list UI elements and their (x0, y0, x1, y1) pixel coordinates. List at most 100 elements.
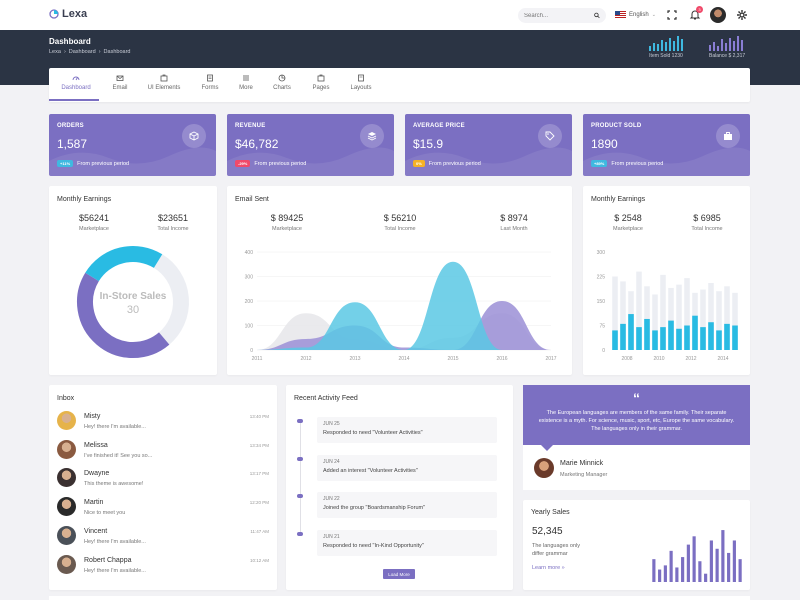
load-more-button[interactable]: Load More (383, 569, 415, 579)
logo[interactable]: Lexa (49, 8, 87, 20)
stat-badge: +11% (57, 160, 74, 167)
gear-icon[interactable] (736, 9, 748, 21)
inbox-item[interactable]: Melissa I've finished it! See you so... 13… (57, 439, 269, 468)
mini-bar (653, 42, 655, 51)
breadcrumb-item[interactable]: Lexa (49, 49, 61, 55)
mini-bar (661, 39, 663, 51)
kpi-marketplace: $ 2548 Marketplace (605, 213, 651, 232)
y-tick-label: 200 (245, 299, 254, 305)
stat-title: REVENUE (235, 123, 266, 129)
avatar (57, 525, 76, 545)
inbox-item[interactable]: Dwayne This theme is awesome! 13:17 PM (57, 468, 269, 496)
fullscreen-icon[interactable] (666, 9, 678, 21)
feed-text: Responded to need "Volunteer Activities" (323, 430, 423, 436)
mini-bar (741, 39, 743, 51)
bar (709, 540, 713, 582)
y-tick-label: 300 (597, 250, 606, 256)
mini-bar (649, 45, 651, 51)
stat-foot-text: From previous period (611, 160, 664, 167)
y-tick-label: 75 (599, 324, 605, 330)
language-selector[interactable]: English ⌄ (615, 11, 656, 18)
breadcrumb-item[interactable]: Dashboard (68, 49, 96, 55)
avatar (57, 411, 76, 430)
kpi-label: Total Income (691, 226, 723, 232)
forms-icon (207, 74, 213, 82)
inbox-preview: Nice to meet you (84, 510, 126, 517)
stat-icon-wrap (538, 124, 562, 148)
inbox-preview: Hey! there I'm available... (84, 538, 146, 545)
kpi-value: $ 8974 (500, 213, 528, 223)
stat-title: ORDERS (57, 123, 84, 129)
nav-item-layouts[interactable]: Layouts (348, 74, 374, 91)
bar (686, 544, 690, 582)
inbox-item[interactable]: Vincent Hey! there I'm available... 11:47 … (57, 525, 269, 554)
kpi-value: $56241 (78, 213, 110, 223)
donut-slice (77, 272, 170, 358)
nav-item-charts[interactable]: Charts (271, 74, 293, 91)
bar (681, 557, 685, 582)
nav-label: Forms (201, 85, 219, 91)
stat-badge: +89% (591, 160, 608, 167)
card-wave-decoration (49, 147, 216, 176)
inbox-item[interactable]: Misty Hey! there I'm available... 13:40 PM (57, 411, 269, 439)
inbox-time: 10:12 AM (249, 557, 269, 563)
nav-label: Dashboard (61, 85, 91, 91)
bar (708, 283, 714, 350)
mini-bar (681, 39, 683, 51)
breadcrumb-item: Dashboard (103, 49, 131, 55)
yearly-bar-chart (652, 530, 742, 582)
bar (620, 281, 626, 350)
nav-item-forms[interactable]: Forms (199, 74, 221, 91)
nav-item-ui-elements[interactable]: UI Elements (145, 74, 183, 91)
monthly-earnings-card: Monthly Earnings $56241 Marketplace $236… (49, 186, 217, 375)
nav-item-pages[interactable]: Pages (310, 74, 332, 91)
mini-stat-label: Balance $ 2,317 (709, 53, 746, 59)
chevron-right-icon: » (561, 565, 565, 571)
bar (676, 328, 682, 350)
mini-bar (725, 42, 727, 51)
nav-item-dashboard[interactable]: Dashboard (59, 74, 93, 91)
inbox-sender: Melissa (84, 441, 108, 449)
feed-text: Joined the group "Boardsmanship Forum" (323, 505, 426, 511)
stat-title: PRODUCT SOLD (591, 123, 642, 129)
user-avatar[interactable] (710, 7, 726, 23)
search-icon[interactable] (594, 12, 600, 19)
card-wave-decoration (405, 147, 572, 176)
bar (636, 271, 642, 350)
nav-item-email[interactable]: Email (109, 74, 131, 91)
nav-label: Email (112, 85, 128, 91)
inbox-preview: I've finished it! See you so... (84, 452, 153, 459)
stat-badge: -29% (235, 160, 251, 167)
search-input[interactable] (524, 12, 594, 19)
notification-button[interactable]: 3 (689, 6, 703, 21)
stat-footer: +89% From previous period (591, 160, 663, 167)
layers-icon (367, 132, 377, 141)
inbox-time: 13:17 PM (249, 471, 269, 477)
main-nav: Dashboard Email UI Elements Forms More C… (49, 68, 750, 102)
bar (732, 325, 738, 350)
mini-bar (657, 44, 659, 51)
ui-elements-icon (160, 74, 168, 82)
mini-bar (729, 37, 731, 51)
stat-icon-wrap (716, 124, 740, 148)
inbox-preview: This theme is awesome! (84, 481, 144, 488)
timeline-dot (297, 456, 303, 461)
inbox-card: Inbox Misty Hey! there I'm available... 13… (49, 385, 277, 590)
donut-chart (77, 246, 189, 358)
stat-card-average-price: AVERAGE PRICE $15.9 0% From previous peri… (405, 114, 572, 176)
bar (636, 327, 642, 350)
inbox-time: 11:47 AM (250, 528, 269, 534)
x-tick-label: 2016 (496, 356, 507, 362)
learn-more-link[interactable]: Learn more » (532, 565, 565, 571)
y-tick-label: 300 (245, 275, 254, 281)
y-tick-label: 225 (597, 275, 606, 281)
breadcrumb-separator-icon: › (63, 49, 66, 55)
kpi-label: Marketplace (613, 226, 643, 232)
nav-label: Charts (273, 85, 291, 91)
bar (652, 294, 658, 350)
feed-date: JUN 21 (323, 533, 340, 540)
bar (668, 320, 674, 350)
inbox-item[interactable]: Martin Nice to meet you 12:20 PM (57, 497, 269, 525)
inbox-item[interactable]: Robert Chappa Hey! there I'm available...… (57, 554, 269, 583)
nav-item-more[interactable]: More (235, 74, 257, 91)
